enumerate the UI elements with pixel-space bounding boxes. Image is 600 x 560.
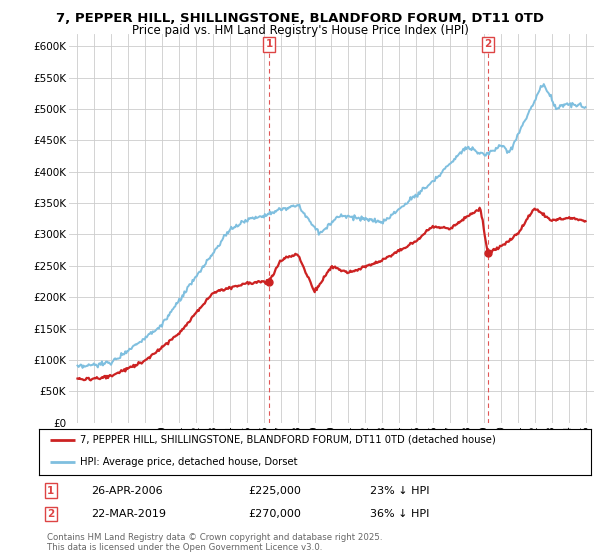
Text: 7, PEPPER HILL, SHILLINGSTONE, BLANDFORD FORUM, DT11 0TD (detached house): 7, PEPPER HILL, SHILLINGSTONE, BLANDFORD… <box>80 435 496 445</box>
Text: 1: 1 <box>266 39 273 49</box>
Text: 23% ↓ HPI: 23% ↓ HPI <box>370 486 430 496</box>
Text: £270,000: £270,000 <box>249 509 302 519</box>
Text: HPI: Average price, detached house, Dorset: HPI: Average price, detached house, Dors… <box>80 457 298 467</box>
Text: 2: 2 <box>484 39 491 49</box>
Text: 1: 1 <box>47 486 55 496</box>
Text: 7, PEPPER HILL, SHILLINGSTONE, BLANDFORD FORUM, DT11 0TD: 7, PEPPER HILL, SHILLINGSTONE, BLANDFORD… <box>56 12 544 25</box>
Text: £225,000: £225,000 <box>249 486 302 496</box>
Text: 36% ↓ HPI: 36% ↓ HPI <box>370 509 430 519</box>
Text: 2: 2 <box>47 509 55 519</box>
Text: Contains HM Land Registry data © Crown copyright and database right 2025.
This d: Contains HM Land Registry data © Crown c… <box>47 533 383 552</box>
Text: 22-MAR-2019: 22-MAR-2019 <box>91 509 166 519</box>
Text: 26-APR-2006: 26-APR-2006 <box>91 486 163 496</box>
Text: Price paid vs. HM Land Registry's House Price Index (HPI): Price paid vs. HM Land Registry's House … <box>131 24 469 37</box>
